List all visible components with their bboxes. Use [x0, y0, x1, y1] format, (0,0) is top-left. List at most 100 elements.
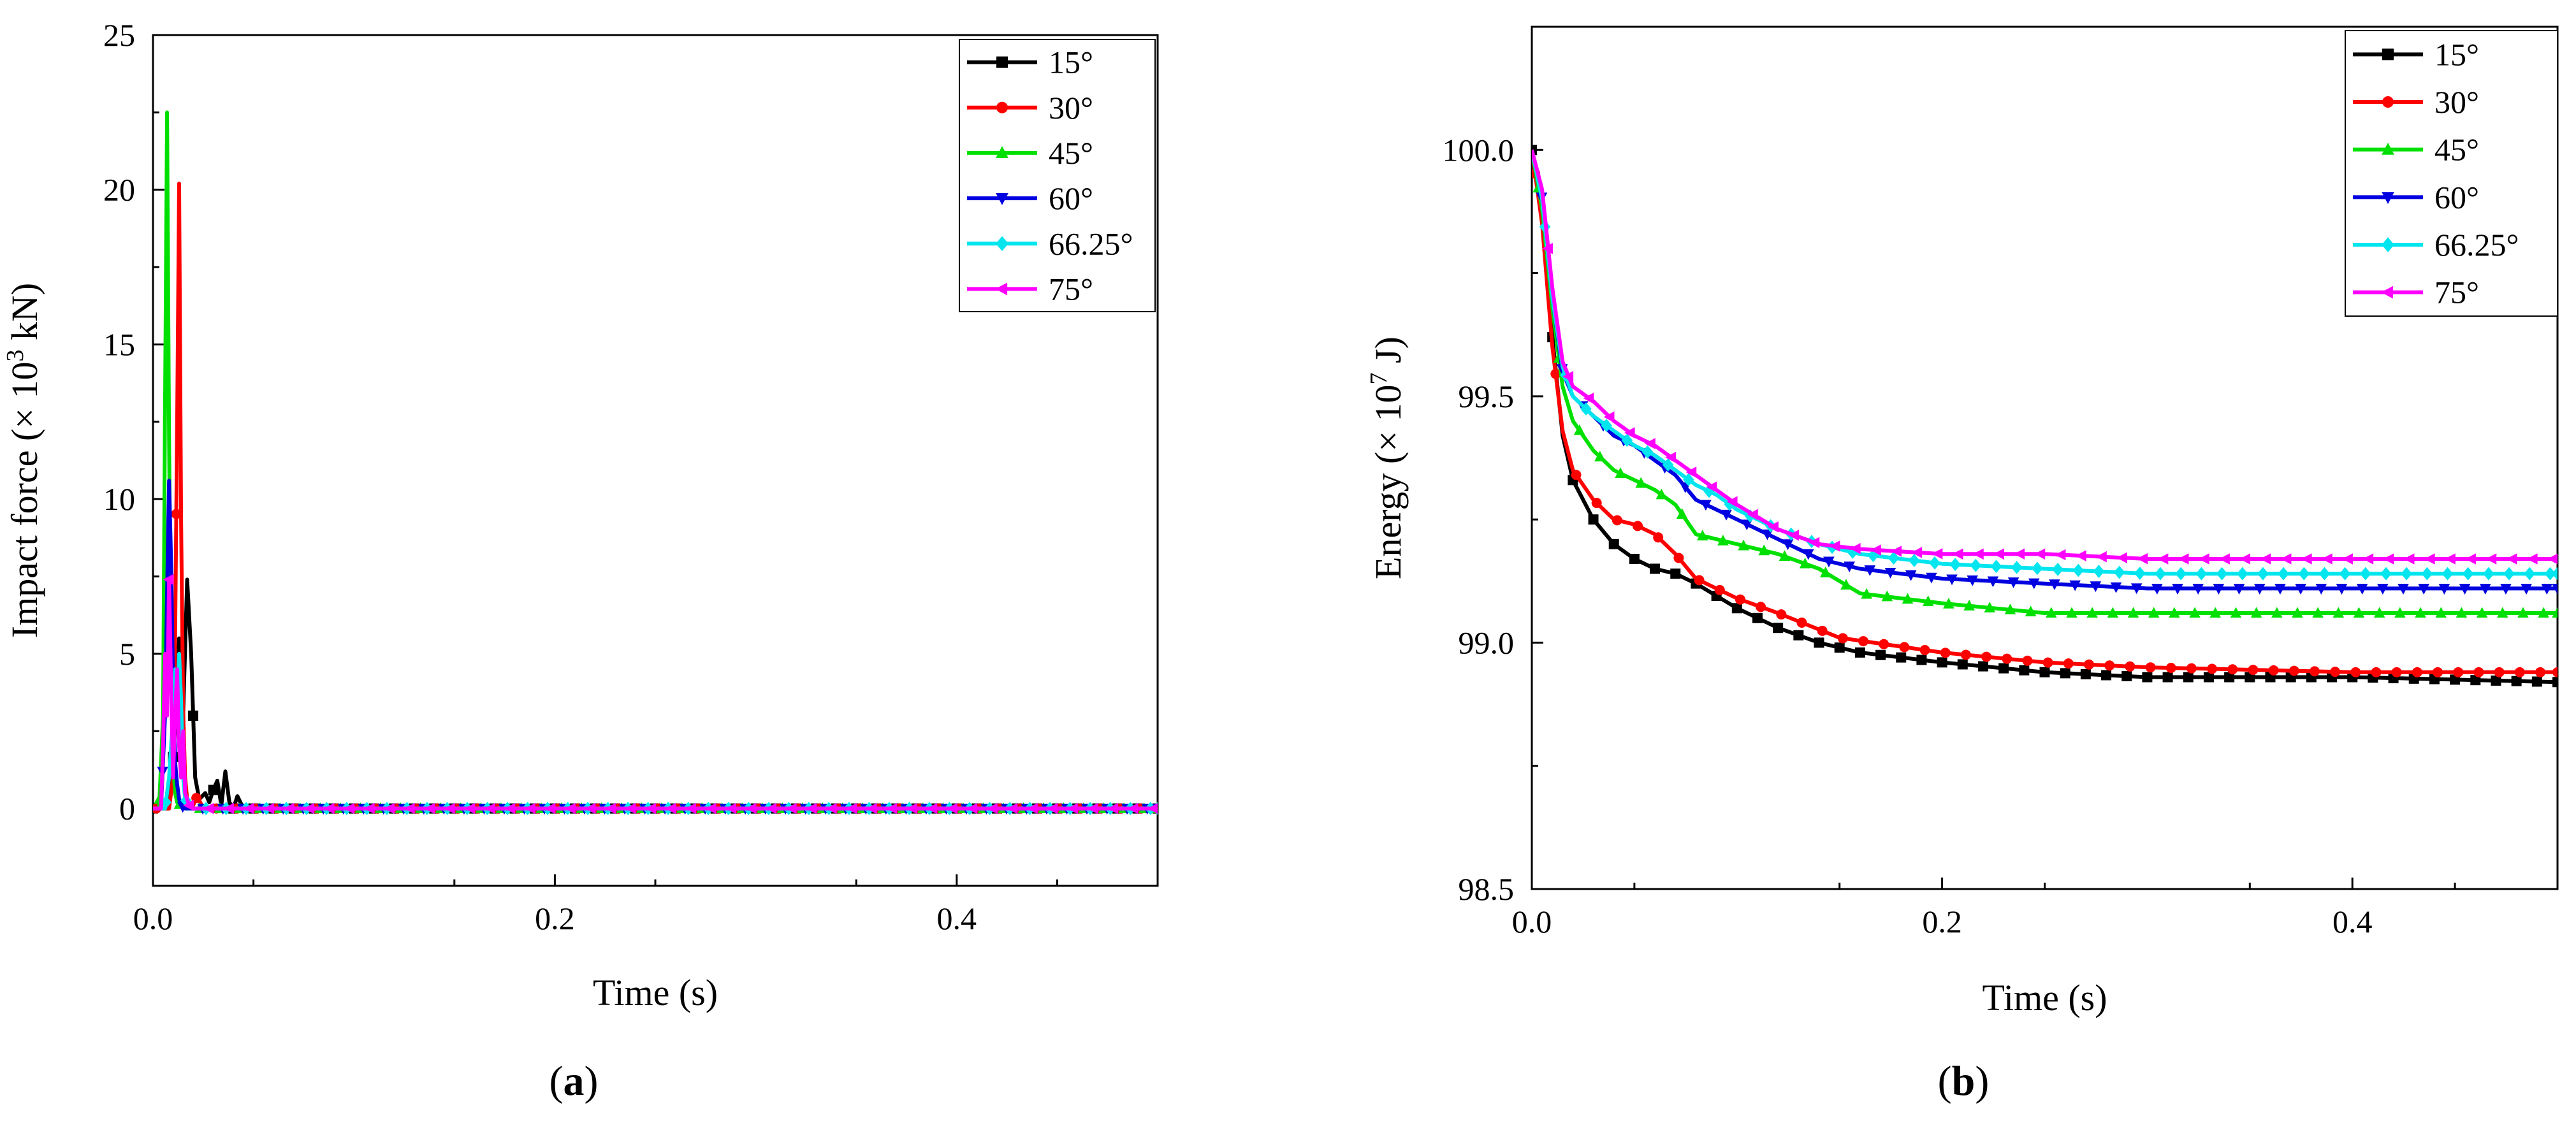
data-point: [2090, 581, 2102, 593]
data-point: [2552, 607, 2558, 618]
data-point: [2230, 607, 2242, 618]
data-point: [2007, 577, 2019, 588]
data-point: [1861, 588, 1872, 599]
data-point: [1673, 553, 1684, 563]
data-point: [1909, 554, 1920, 567]
panel-label-letter: b: [1952, 1058, 1976, 1104]
data-point: [2424, 553, 2435, 565]
data-point: [1612, 515, 1622, 526]
data-point: [1899, 642, 1910, 653]
series-line: [153, 651, 1158, 811]
data-point: [1721, 509, 1732, 521]
data-point: [2028, 578, 2040, 589]
data-point: [2359, 567, 2371, 581]
data-point: [524, 802, 535, 814]
data-point: [2362, 553, 2374, 565]
data-point: [2412, 667, 2422, 677]
data-point: [2151, 584, 2163, 595]
data-point: [2195, 567, 2208, 581]
data-point: [1820, 567, 1831, 577]
data-point: [946, 802, 957, 814]
data-point: [2060, 668, 2070, 679]
data-point: [2137, 553, 2148, 565]
data-point: [2250, 607, 2262, 618]
data-point: [1799, 557, 1811, 568]
data-point: [1741, 519, 1753, 531]
panel-label: (b): [1938, 1058, 1990, 1104]
legend-marker: [996, 146, 1008, 159]
data-point: [2473, 667, 2484, 677]
y-axis-title-prefix: Impact force (× 10: [4, 362, 45, 639]
legend-box: [959, 39, 1156, 312]
data-point: [2219, 553, 2230, 565]
x-axis-title: Time (s): [1982, 977, 2107, 1018]
data-point: [1700, 500, 1712, 511]
data-point: [2503, 567, 2515, 581]
data-point: [2011, 560, 2023, 574]
data-point: [2145, 662, 2156, 673]
data-point: [1594, 451, 1606, 461]
data-point: [2511, 676, 2522, 686]
data-point: [283, 802, 295, 814]
data-point: [1714, 584, 1725, 595]
legend-label: 45°: [1049, 135, 1093, 171]
data-point: [2339, 567, 2351, 581]
data-point: [2134, 567, 2146, 581]
data-point: [1916, 655, 1927, 665]
data-point: [2350, 667, 2361, 677]
legend-item: 60°: [967, 180, 1093, 216]
legend-marker: [996, 56, 1008, 68]
y-axis-title-suffix: kN): [4, 283, 45, 350]
data-point: [2483, 567, 2494, 581]
y-axis-title-suffix: J): [1367, 336, 1409, 372]
data-point: [2189, 607, 2201, 618]
legend-marker: [2382, 237, 2394, 252]
data-point: [1949, 558, 1961, 572]
data-point: [2186, 663, 2197, 674]
legend-label: 15°: [2434, 36, 2479, 72]
data-point: [585, 802, 596, 814]
data-point: [2535, 667, 2545, 677]
data-point: [906, 802, 917, 814]
data-point: [2336, 584, 2348, 595]
panel-label-letter: a: [564, 1058, 585, 1104]
y-tick-label: 5: [119, 636, 135, 672]
data-point: [2332, 607, 2345, 618]
y-tick-label: 98.5: [1459, 871, 1515, 907]
data-point: [2019, 665, 2030, 676]
data-point: [2485, 553, 2497, 565]
data-point: [2373, 607, 2385, 618]
data-point: [1629, 553, 1640, 564]
data-point: [1724, 497, 1736, 511]
data-point: [1601, 419, 1612, 433]
data-point: [2298, 567, 2310, 581]
data-point: [1738, 539, 1749, 551]
data-point: [2315, 584, 2327, 595]
data-point: [2178, 553, 2189, 565]
data-point: [1670, 568, 1681, 579]
series-line: [153, 577, 1158, 811]
y-tick-label: 100.0: [1443, 132, 1515, 168]
data-point: [1847, 546, 1859, 559]
data-point: [363, 802, 375, 814]
data-point: [1562, 371, 1574, 382]
data-point: [1840, 579, 1852, 590]
data-point: [2445, 553, 2456, 565]
data-point: [2398, 584, 2409, 595]
data-point: [2121, 671, 2132, 682]
data-point: [1963, 600, 1975, 611]
data-point: [1970, 558, 1982, 572]
data-point: [2435, 607, 2447, 618]
legend-label: 60°: [1049, 180, 1093, 216]
data-point: [2526, 553, 2538, 565]
data-point: [1929, 556, 1940, 570]
x-tick-label: 0.2: [1922, 904, 1962, 939]
legend-item: 75°: [2353, 275, 2479, 310]
data-point: [645, 802, 656, 814]
data-point: [2371, 667, 2382, 677]
data-point: [1972, 548, 1984, 560]
legend-label: 30°: [2434, 84, 2479, 120]
data-point: [1849, 542, 1861, 554]
data-point: [806, 802, 817, 814]
data-point: [2496, 607, 2508, 618]
